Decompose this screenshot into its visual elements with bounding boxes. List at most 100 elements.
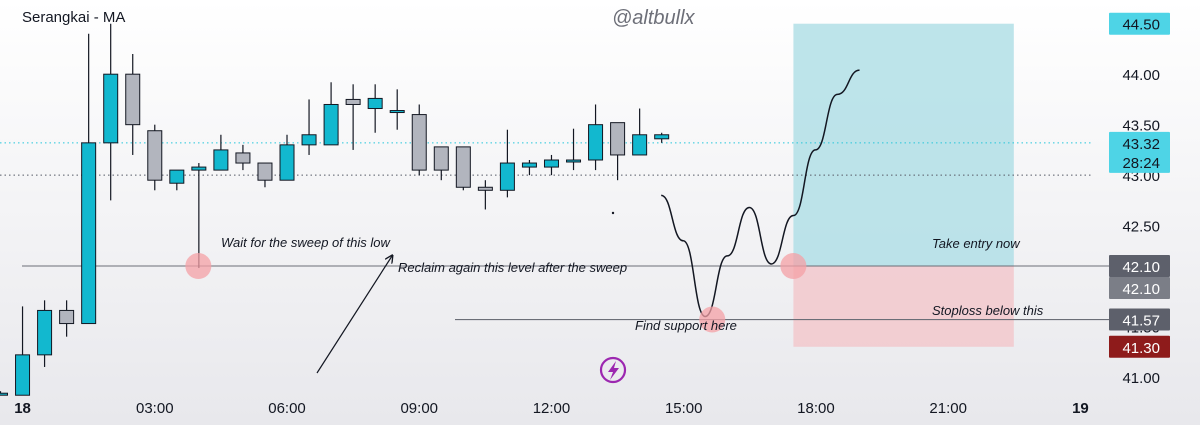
annotation-stoploss: Stoploss below this: [932, 303, 1044, 318]
candle-body-bullish: [103, 73, 119, 144]
x-tick-label: 09:00: [400, 400, 438, 417]
badge-box: [1109, 277, 1170, 300]
x-tick-label: 06:00: [268, 400, 306, 417]
candle: [654, 132, 670, 143]
annotation-sweep-low: Wait for the sweep of this low: [221, 235, 391, 250]
candle: [257, 162, 273, 188]
badge-label: 43.32: [1122, 136, 1160, 153]
candle-body-bullish: [654, 134, 670, 140]
candle: [521, 160, 537, 176]
badge-box: [1109, 150, 1170, 173]
annotation-reclaim-level: Reclaim again this level after the sweep: [398, 260, 627, 275]
badge-level-41-57: 41.57: [1109, 308, 1170, 331]
badge-label: 42.10: [1122, 281, 1160, 298]
badge-current-price: 43.32: [1109, 131, 1170, 154]
highlight-circle: [699, 306, 726, 333]
x-tick-label: 19: [1072, 400, 1089, 417]
candle: [0, 391, 8, 396]
candle-body-bullish: [15, 354, 31, 396]
candle-body-bullish: [301, 134, 317, 146]
candle-body-bullish: [0, 392, 8, 396]
candle-body-bullish: [367, 97, 383, 110]
candle-body-bullish: [521, 162, 537, 168]
candle-body-bullish: [632, 134, 648, 156]
x-tick-label: 03:00: [136, 400, 174, 417]
candle: [59, 300, 75, 337]
badge-countdown: 28:24: [1109, 150, 1170, 173]
badge-high-marker: 44.50: [1109, 12, 1170, 35]
y-tick-label: 44.00: [1122, 67, 1160, 84]
highlight-circle: [780, 253, 807, 280]
candle: [235, 144, 251, 171]
candle: [191, 163, 207, 269]
candle: [367, 84, 383, 133]
candle: [125, 54, 141, 155]
candle-body-bearish: [455, 146, 471, 188]
candle-body-bullish: [389, 110, 405, 114]
badge-label: 28:24: [1122, 155, 1160, 172]
candle-body-bearish: [433, 146, 449, 171]
candle-body-bearish: [257, 162, 273, 181]
candle: [477, 180, 493, 210]
badge-label: 41.57: [1122, 313, 1160, 330]
candle-body-bearish: [610, 122, 626, 156]
annotation-arrow: [316, 256, 392, 374]
path-dot: [611, 211, 615, 215]
candle: [499, 129, 515, 198]
candle-body-bullish: [213, 149, 229, 171]
watermark-handle: @altbullx: [612, 7, 696, 29]
flash-icon[interactable]: [599, 356, 627, 384]
candle: [147, 124, 163, 191]
candle: [103, 23, 119, 201]
annotation-find-support: Find support here: [635, 318, 737, 333]
candle-body-bearish: [125, 73, 141, 126]
candle-body-bearish: [147, 130, 163, 181]
badge-stop-level: 41.30: [1109, 335, 1170, 358]
candle: [433, 146, 449, 181]
candle: [81, 33, 97, 325]
y-tick-label: 42.50: [1122, 219, 1160, 236]
badge-label: 41.30: [1122, 340, 1160, 357]
target-zone: [793, 23, 1014, 267]
candle-body-bearish: [477, 186, 493, 191]
candle-body-bearish: [345, 98, 361, 105]
candle: [455, 146, 471, 191]
annotation-take-entry: Take entry now: [932, 236, 1021, 251]
candle: [213, 134, 229, 171]
candle-body-bullish: [499, 162, 515, 191]
candle-body-bearish: [235, 152, 251, 164]
highlight-circle: [185, 253, 212, 280]
candle: [543, 154, 559, 176]
x-tick-label: 12:00: [533, 400, 571, 417]
badge-box: [1109, 131, 1170, 154]
badge-label: 42.10: [1122, 259, 1160, 276]
badge-box: [1109, 255, 1170, 278]
badge-level-42-10: 42.10: [1109, 255, 1170, 278]
x-tick-label: 18:00: [797, 400, 835, 417]
badge-entry-alt: 42.10: [1109, 277, 1170, 300]
x-tick-label: 21:00: [929, 400, 967, 417]
candle-body-bearish: [411, 114, 427, 171]
candle: [588, 104, 604, 171]
x-tick-label: 18: [14, 400, 31, 417]
candle-body-bullish: [81, 142, 97, 325]
candle-body-bullish: [588, 124, 604, 161]
candle-body-bullish: [543, 159, 559, 168]
candle-body-bullish: [191, 166, 207, 171]
candle: [566, 128, 582, 171]
projected-price-path: [660, 69, 860, 318]
candle: [37, 300, 53, 367]
candle: [610, 122, 626, 181]
badge-box: [1109, 308, 1170, 331]
stop-zone: [793, 266, 1014, 347]
candle: [345, 84, 361, 150]
candle-body-bullish: [323, 103, 339, 146]
x-tick-label: 15:00: [665, 400, 703, 417]
candle: [301, 99, 317, 155]
candle-body-bearish: [59, 309, 75, 325]
candle: [323, 82, 339, 146]
candle-body-bullish: [566, 159, 582, 163]
y-tick-label: 41.00: [1122, 370, 1160, 387]
